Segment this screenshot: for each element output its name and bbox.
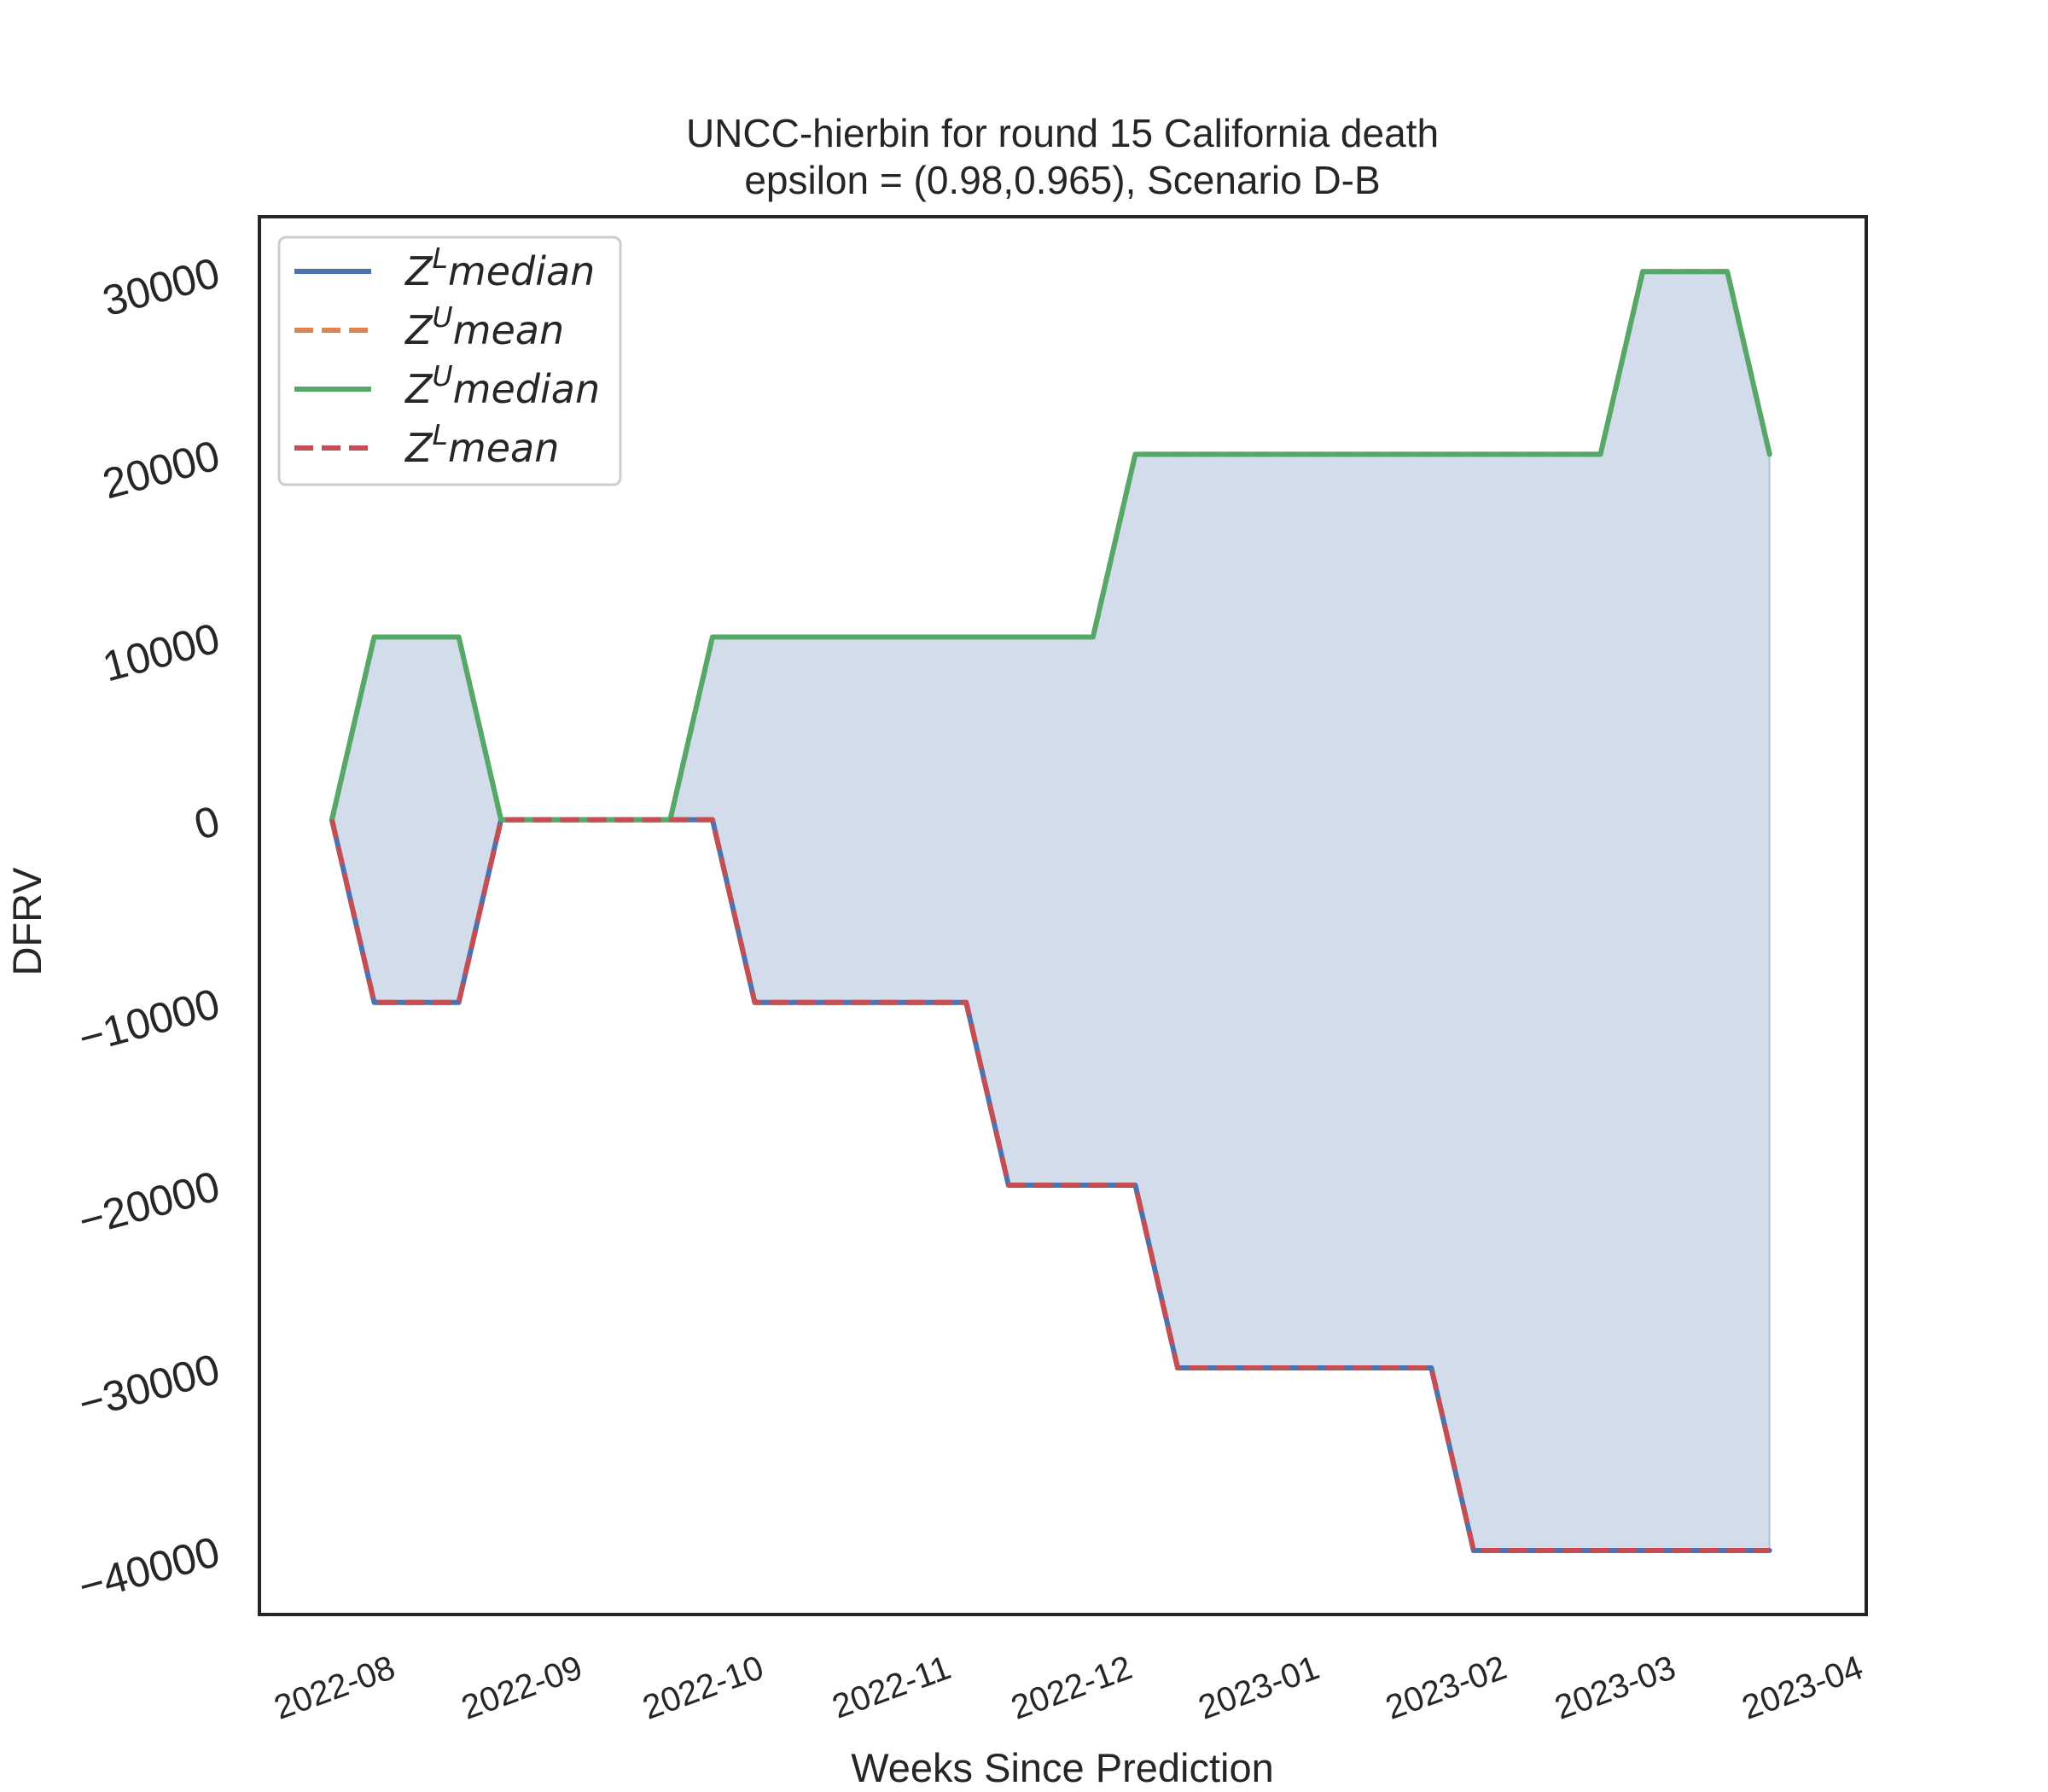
- legend-box: [277, 236, 622, 486]
- series-lines: [329, 269, 1772, 1554]
- x-axis-label: Weeks Since Prediction: [851, 1745, 1273, 1790]
- y-axis-label: DFRV: [4, 867, 49, 976]
- chart-title-line1: UNCC-hierbin for round 15 California dea…: [686, 111, 1439, 155]
- legend-label: ZLmedian: [404, 241, 595, 294]
- legend-label: ZLmean: [404, 418, 559, 471]
- chart-title-line2: epsilon = (0.98,0.965), Scenario D-B: [744, 158, 1380, 202]
- legend-label: ZUmedian: [404, 359, 600, 412]
- plot-area: [329, 269, 1772, 1554]
- plot-frame: [258, 215, 1868, 1616]
- legend: ZLmedian ZUmean ZUmedian ZLmean: [277, 236, 622, 486]
- legend-label: ZUmean: [404, 300, 564, 353]
- series-line-4: [329, 817, 1770, 1554]
